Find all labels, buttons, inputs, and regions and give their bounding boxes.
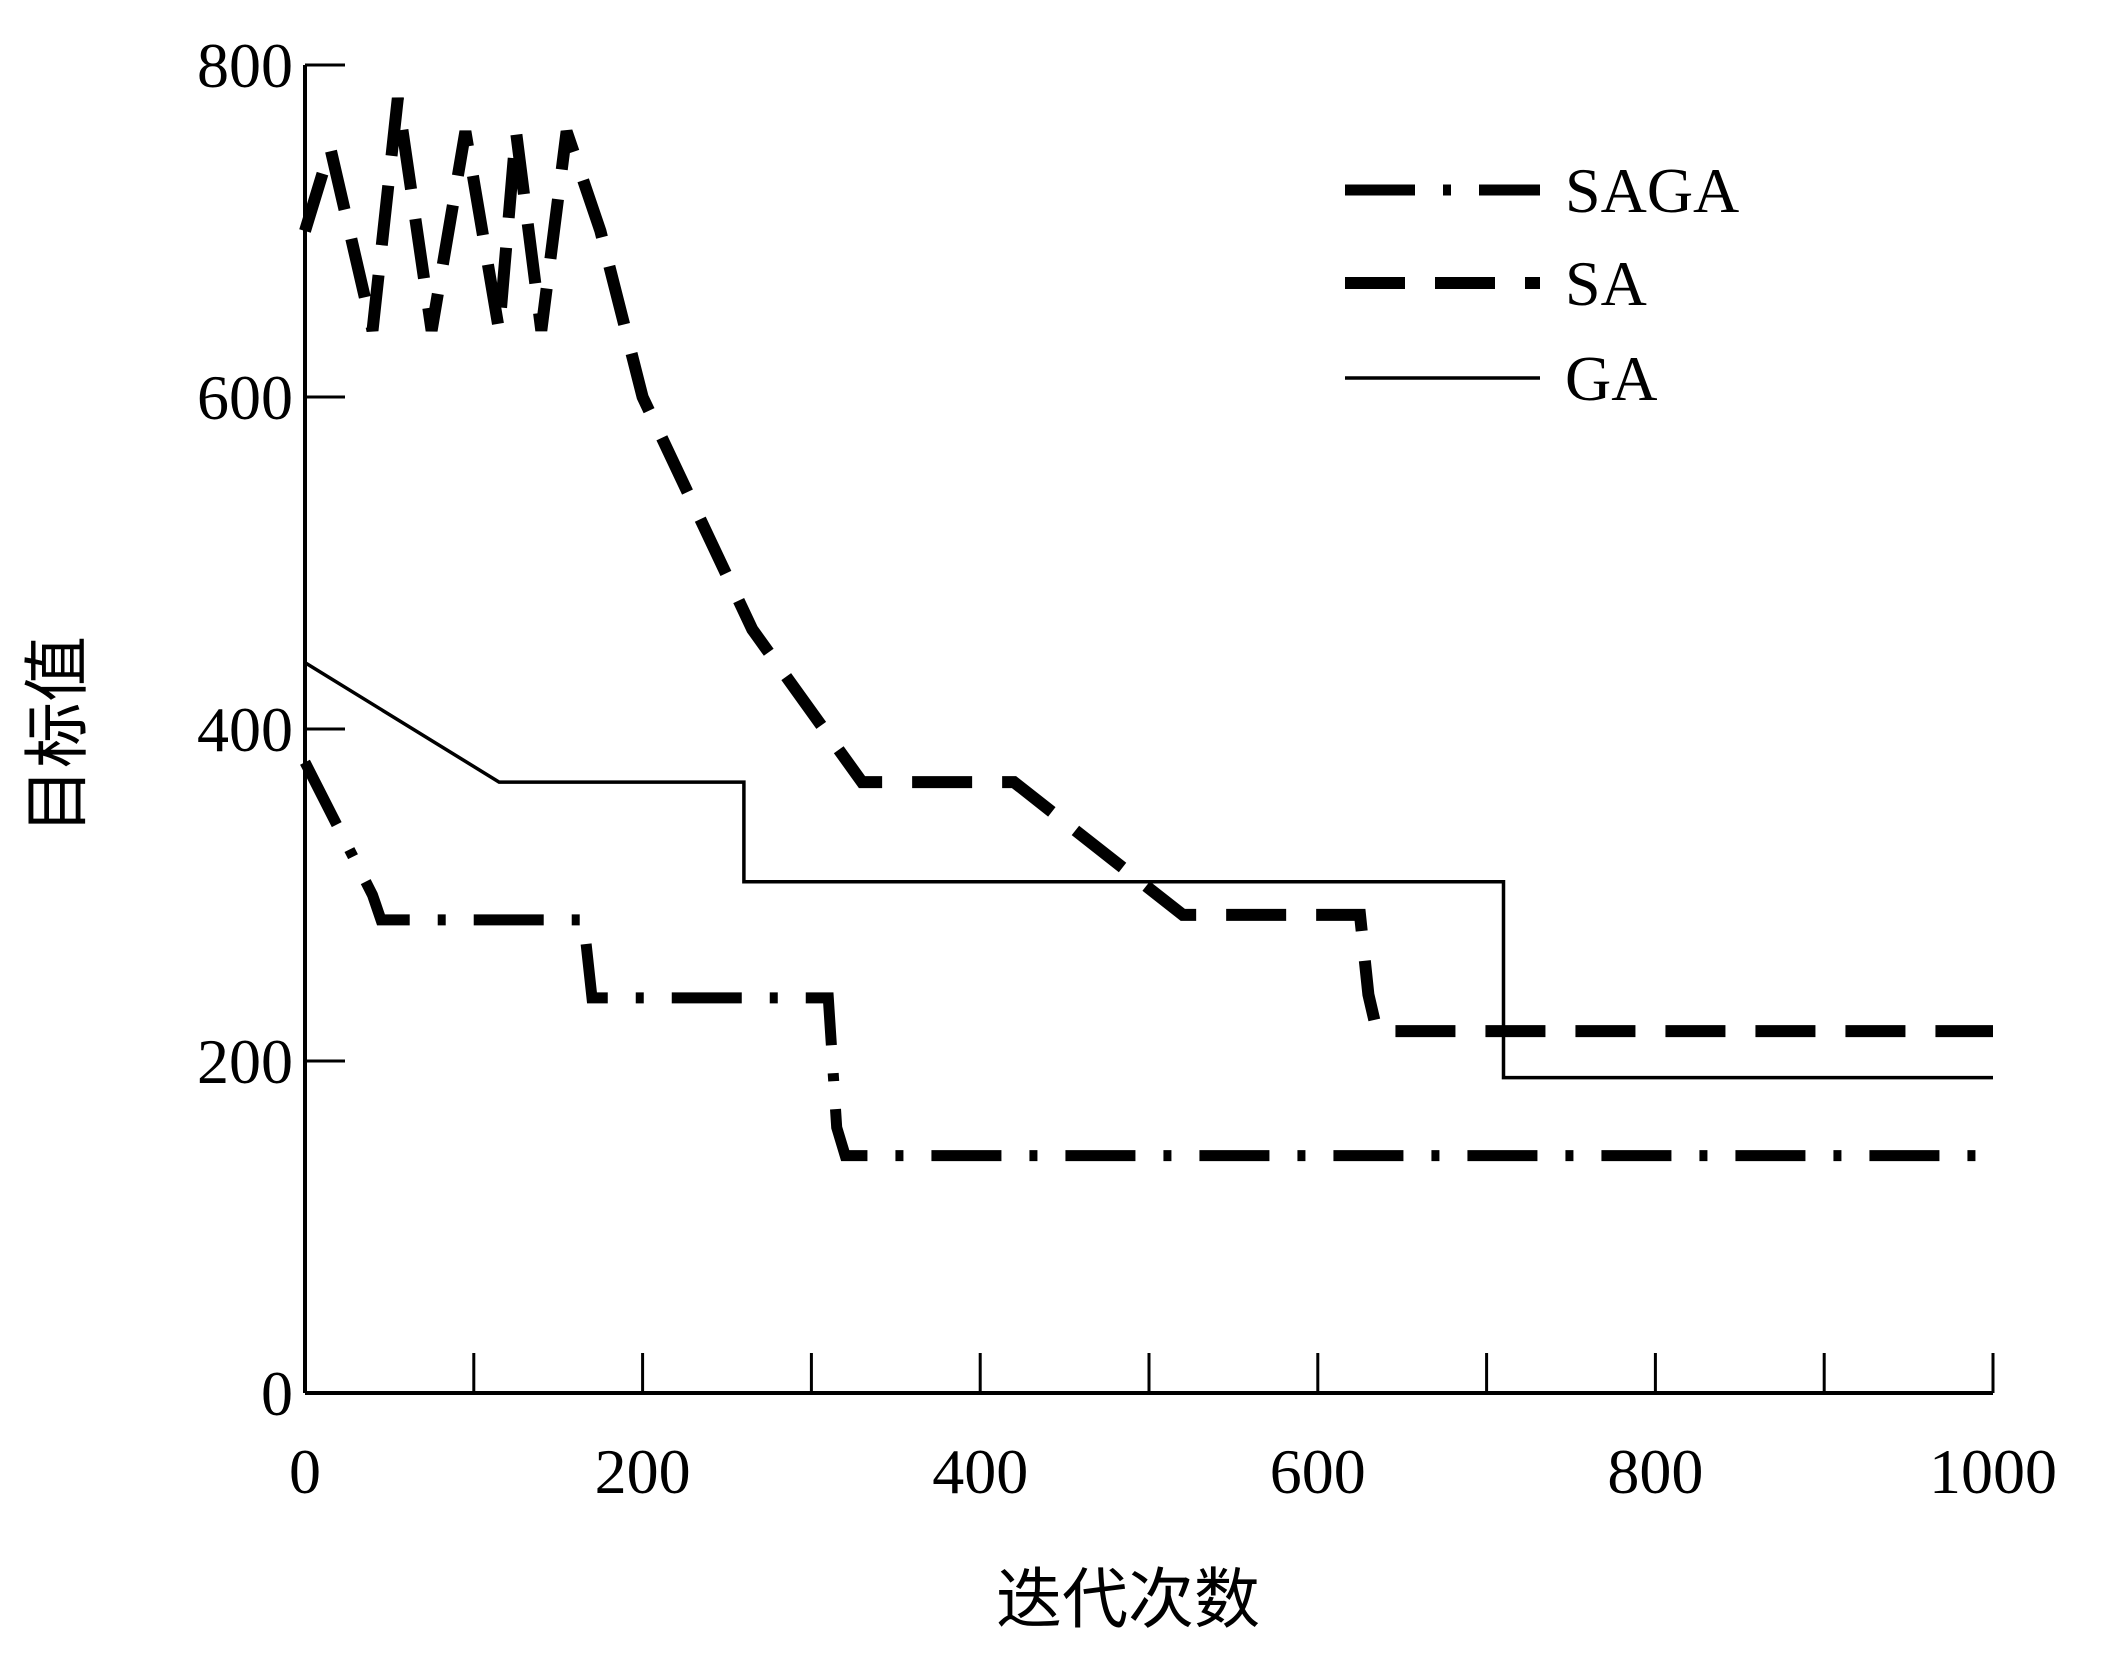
x-tick-label-200: 200 xyxy=(595,1436,691,1507)
tick-marks xyxy=(305,63,1995,1395)
y-axis-title: 目标值 xyxy=(19,636,96,834)
y-tick-label-600: 600 xyxy=(197,362,293,433)
tick-labels: 0 200 400 600 800 0 200 400 600 800 1000 xyxy=(197,30,2057,1507)
series-lines xyxy=(299,97,1993,1162)
x-axis-title: 迭代次数 xyxy=(996,1561,1260,1638)
x-tick-label-0: 0 xyxy=(289,1436,321,1507)
x-tick-label-800: 800 xyxy=(1607,1436,1703,1507)
series-line-ga xyxy=(304,661,1993,1080)
x-tick-label-1000: 1000 xyxy=(1929,1436,2057,1507)
series-line-sa xyxy=(299,97,1993,1038)
x-tick-label-400: 400 xyxy=(932,1436,1028,1507)
y-tick-label-800: 800 xyxy=(197,30,293,101)
legend-label-ga: GA xyxy=(1565,343,1657,414)
axes xyxy=(303,65,1993,1395)
series-line-saga xyxy=(300,759,1993,1162)
y-tick-label-200: 200 xyxy=(197,1026,293,1097)
legend-label-saga: SAGA xyxy=(1565,155,1739,226)
y-tick-label-400: 400 xyxy=(197,694,293,765)
x-tick-label-600: 600 xyxy=(1270,1436,1366,1507)
y-tick-label-0: 0 xyxy=(261,1358,293,1429)
legend-label-sa: SA xyxy=(1565,248,1647,319)
